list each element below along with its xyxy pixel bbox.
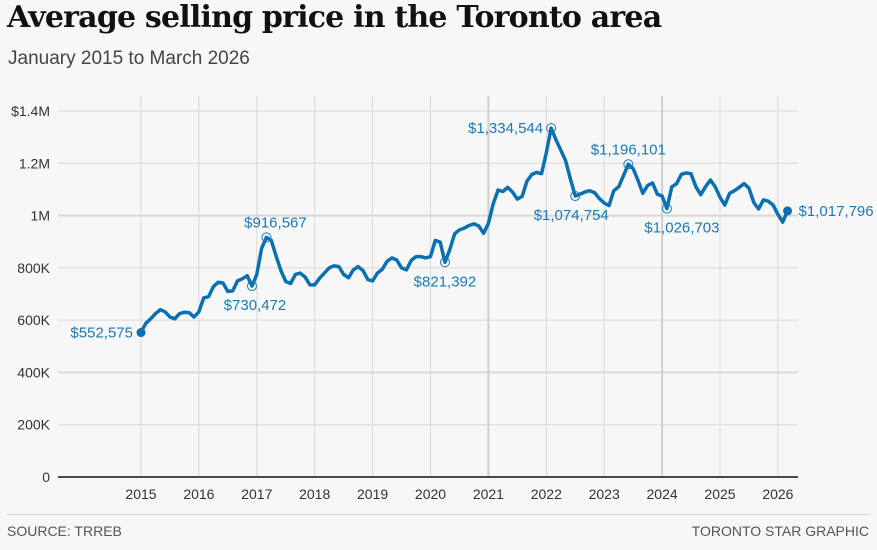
x-tick-label: 2018 [299,486,330,502]
annotation-label: $821,392 [414,273,477,290]
annotation-markers [136,123,793,338]
annotation-ring-marker [570,191,581,202]
y-tick-label: 1.2M [19,155,50,171]
x-tick-label: 2019 [357,486,388,502]
y-tick-label: 400K [17,364,50,380]
source-note: SOURCE: TRREB [7,523,122,539]
annotation-label: $1,074,754 [534,207,609,224]
annotation-ring-marker [661,203,672,214]
endpoint-marker [136,328,146,338]
y-tick-label: 600K [17,312,50,328]
annotation-label: $1,026,703 [644,220,719,237]
y-tick-label: 0 [42,469,50,485]
annotation-label: $916,567 [244,214,307,231]
annotation-label: $1,334,544 [468,120,543,137]
x-axis-labels: 2015 2016 2017 2018 2019 2020 2021 2022 2023 2024… [125,486,793,502]
annotation-ring-marker [439,257,450,268]
footer-divider [7,514,870,515]
y-tick-label: 1M [31,208,50,224]
x-tick-label: 2020 [415,486,446,502]
chart-title: Average selling price in the Toronto are… [7,0,662,35]
x-tick-label: 2023 [589,486,620,502]
annotation-ring-marker [623,159,634,170]
credit-note: TORONTO STAR GRAPHIC [691,523,869,539]
x-tick-label: 2025 [704,486,735,502]
x-tick-label: 2022 [531,486,562,502]
annotation-ring-marker [546,123,557,134]
annotation-label: $552,575 [70,325,133,342]
annotation-label: $1,017,796 [799,203,874,220]
x-tick-label: 2021 [473,486,504,502]
x-tick-label: 2024 [647,486,678,502]
annotation-ring-marker [261,232,272,243]
x-tick-label: 2026 [762,486,793,502]
endpoint-marker [783,206,793,216]
y-tick-label: 800K [17,260,50,276]
annotation-label: $730,472 [224,297,287,314]
annotation-label: $1,196,101 [591,141,666,158]
x-tick-label: 2015 [125,486,156,502]
y-gridlines [58,110,798,426]
x-tick-label: 2017 [241,486,272,502]
annotation-labels: $552,575 $730,472 $916,567 $821,392 $1,334,5… [70,120,873,341]
y-axis-labels: 0 200K 400K 600K 800K 1M 1.2M $1.4M [11,103,51,485]
x-tick-label: 2016 [183,486,214,502]
price-series-line [139,126,790,335]
y-tick-label: 200K [17,417,50,433]
y-tick-label: $1.4M [11,103,50,119]
annotation-ring-marker [246,281,257,292]
chart-subtitle: January 2015 to March 2026 [8,48,250,69]
x-gridlines [140,96,779,477]
